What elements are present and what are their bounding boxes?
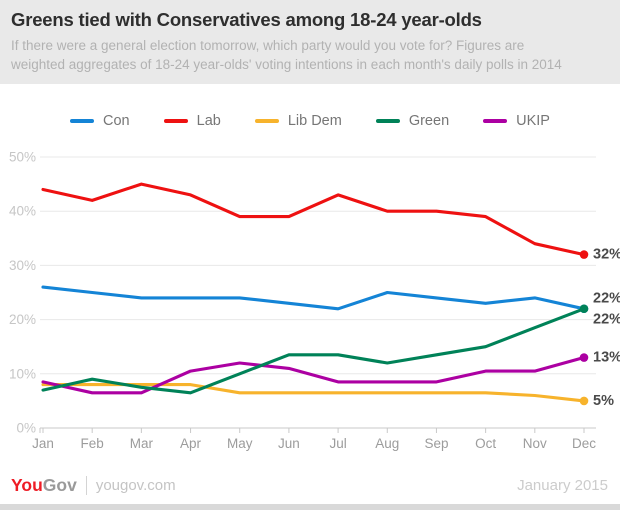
logo-divider: [85, 475, 87, 495]
legend-label-ukip: UKIP: [516, 113, 550, 129]
x-tick-label: Jun: [278, 436, 300, 451]
line-chart-area: Jan Feb Mar Apr May Jun Jul Aug Sep Oct Nov Dec 0% 10…: [0, 140, 620, 470]
chart-legend: Con Lab Lib Dem Green UKIP: [0, 113, 620, 129]
series-line-green: [41, 307, 586, 395]
y-tick-label: 50%: [9, 150, 36, 165]
legend-swatch-lib-dem: [254, 119, 279, 123]
series-endpoint-ukip: [579, 353, 589, 362]
legend-item-lib-dem: Lib Dem: [254, 113, 342, 129]
x-tick-label: Aug: [375, 436, 399, 451]
yougov-url: yougov.com: [95, 476, 176, 494]
legend-item-ukip: UKIP: [483, 113, 550, 129]
legend-item-lab: Lab: [163, 113, 221, 129]
legend-swatch-con: [70, 119, 95, 123]
x-tick-label: Feb: [81, 436, 104, 451]
footer-date: January 2015: [517, 476, 608, 494]
legend-label-lab: Lab: [196, 113, 221, 129]
x-tick-label: Jan: [32, 436, 54, 451]
legend-label-green: Green: [408, 113, 450, 129]
series-line-lab: [41, 182, 586, 257]
series-line-ukip: [41, 355, 586, 395]
chart-footer: You Gov yougov.com January 2015: [11, 471, 608, 499]
x-axis: Jan Feb Mar Apr May Jun Jul Aug Sep Oct Nov Dec: [32, 427, 596, 451]
series-endpoint-lab: [579, 250, 589, 259]
series-endpoint-lib-dem: [579, 396, 589, 406]
x-tick-label: May: [227, 436, 253, 451]
chart-header: Greens tied with Conservatives among 18-…: [0, 0, 620, 85]
yougov-logo: You Gov yougov.com: [11, 475, 176, 496]
x-tick-label: Nov: [523, 436, 547, 451]
x-tick-label: Mar: [130, 436, 154, 451]
legend-swatch-lab: [163, 119, 188, 123]
legend-item-green: Green: [375, 113, 450, 129]
x-tick-label: Apr: [180, 436, 202, 451]
end-label-green: 22%: [593, 311, 620, 327]
bottom-strip: [0, 504, 620, 510]
y-tick-label: 40%: [9, 204, 36, 219]
x-tick-label: Jul: [329, 436, 346, 451]
series-endpoint-green: [579, 304, 589, 314]
x-tick-label: Sep: [424, 436, 448, 451]
logo-you: You: [11, 474, 43, 495]
legend-swatch-green: [375, 119, 400, 123]
y-tick-label: 10%: [9, 366, 36, 381]
chart-subtitle: If there were a general election tomorro…: [11, 38, 562, 73]
series-line-con: [41, 285, 586, 311]
logo-gov: Gov: [42, 474, 77, 495]
y-tick-label: 20%: [9, 312, 36, 327]
end-label-lab: 32%: [593, 247, 620, 263]
x-tick-label: Dec: [572, 436, 596, 451]
y-tick-label: 30%: [9, 258, 36, 273]
end-label-con: 22%: [593, 290, 620, 306]
legend-item-con: Con: [70, 113, 130, 129]
gridlines: [40, 156, 596, 375]
legend-swatch-ukip: [483, 119, 508, 123]
y-tick-label: 0%: [16, 421, 36, 436]
x-tick-label: Oct: [475, 436, 496, 451]
legend-label-con: Con: [103, 113, 130, 129]
end-label-ukip: 13%: [593, 350, 620, 366]
y-axis: 0% 10% 20% 30% 40% 50%: [9, 150, 36, 436]
chart-title: Greens tied with Conservatives among 18-…: [11, 9, 482, 30]
end-label-lib-dem: 5%: [593, 393, 614, 409]
legend-label-lib-dem: Lib Dem: [287, 113, 342, 129]
line-chart: Jan Feb Mar Apr May Jun Jul Aug Sep Oct Nov Dec 0% 10…: [9, 150, 620, 452]
